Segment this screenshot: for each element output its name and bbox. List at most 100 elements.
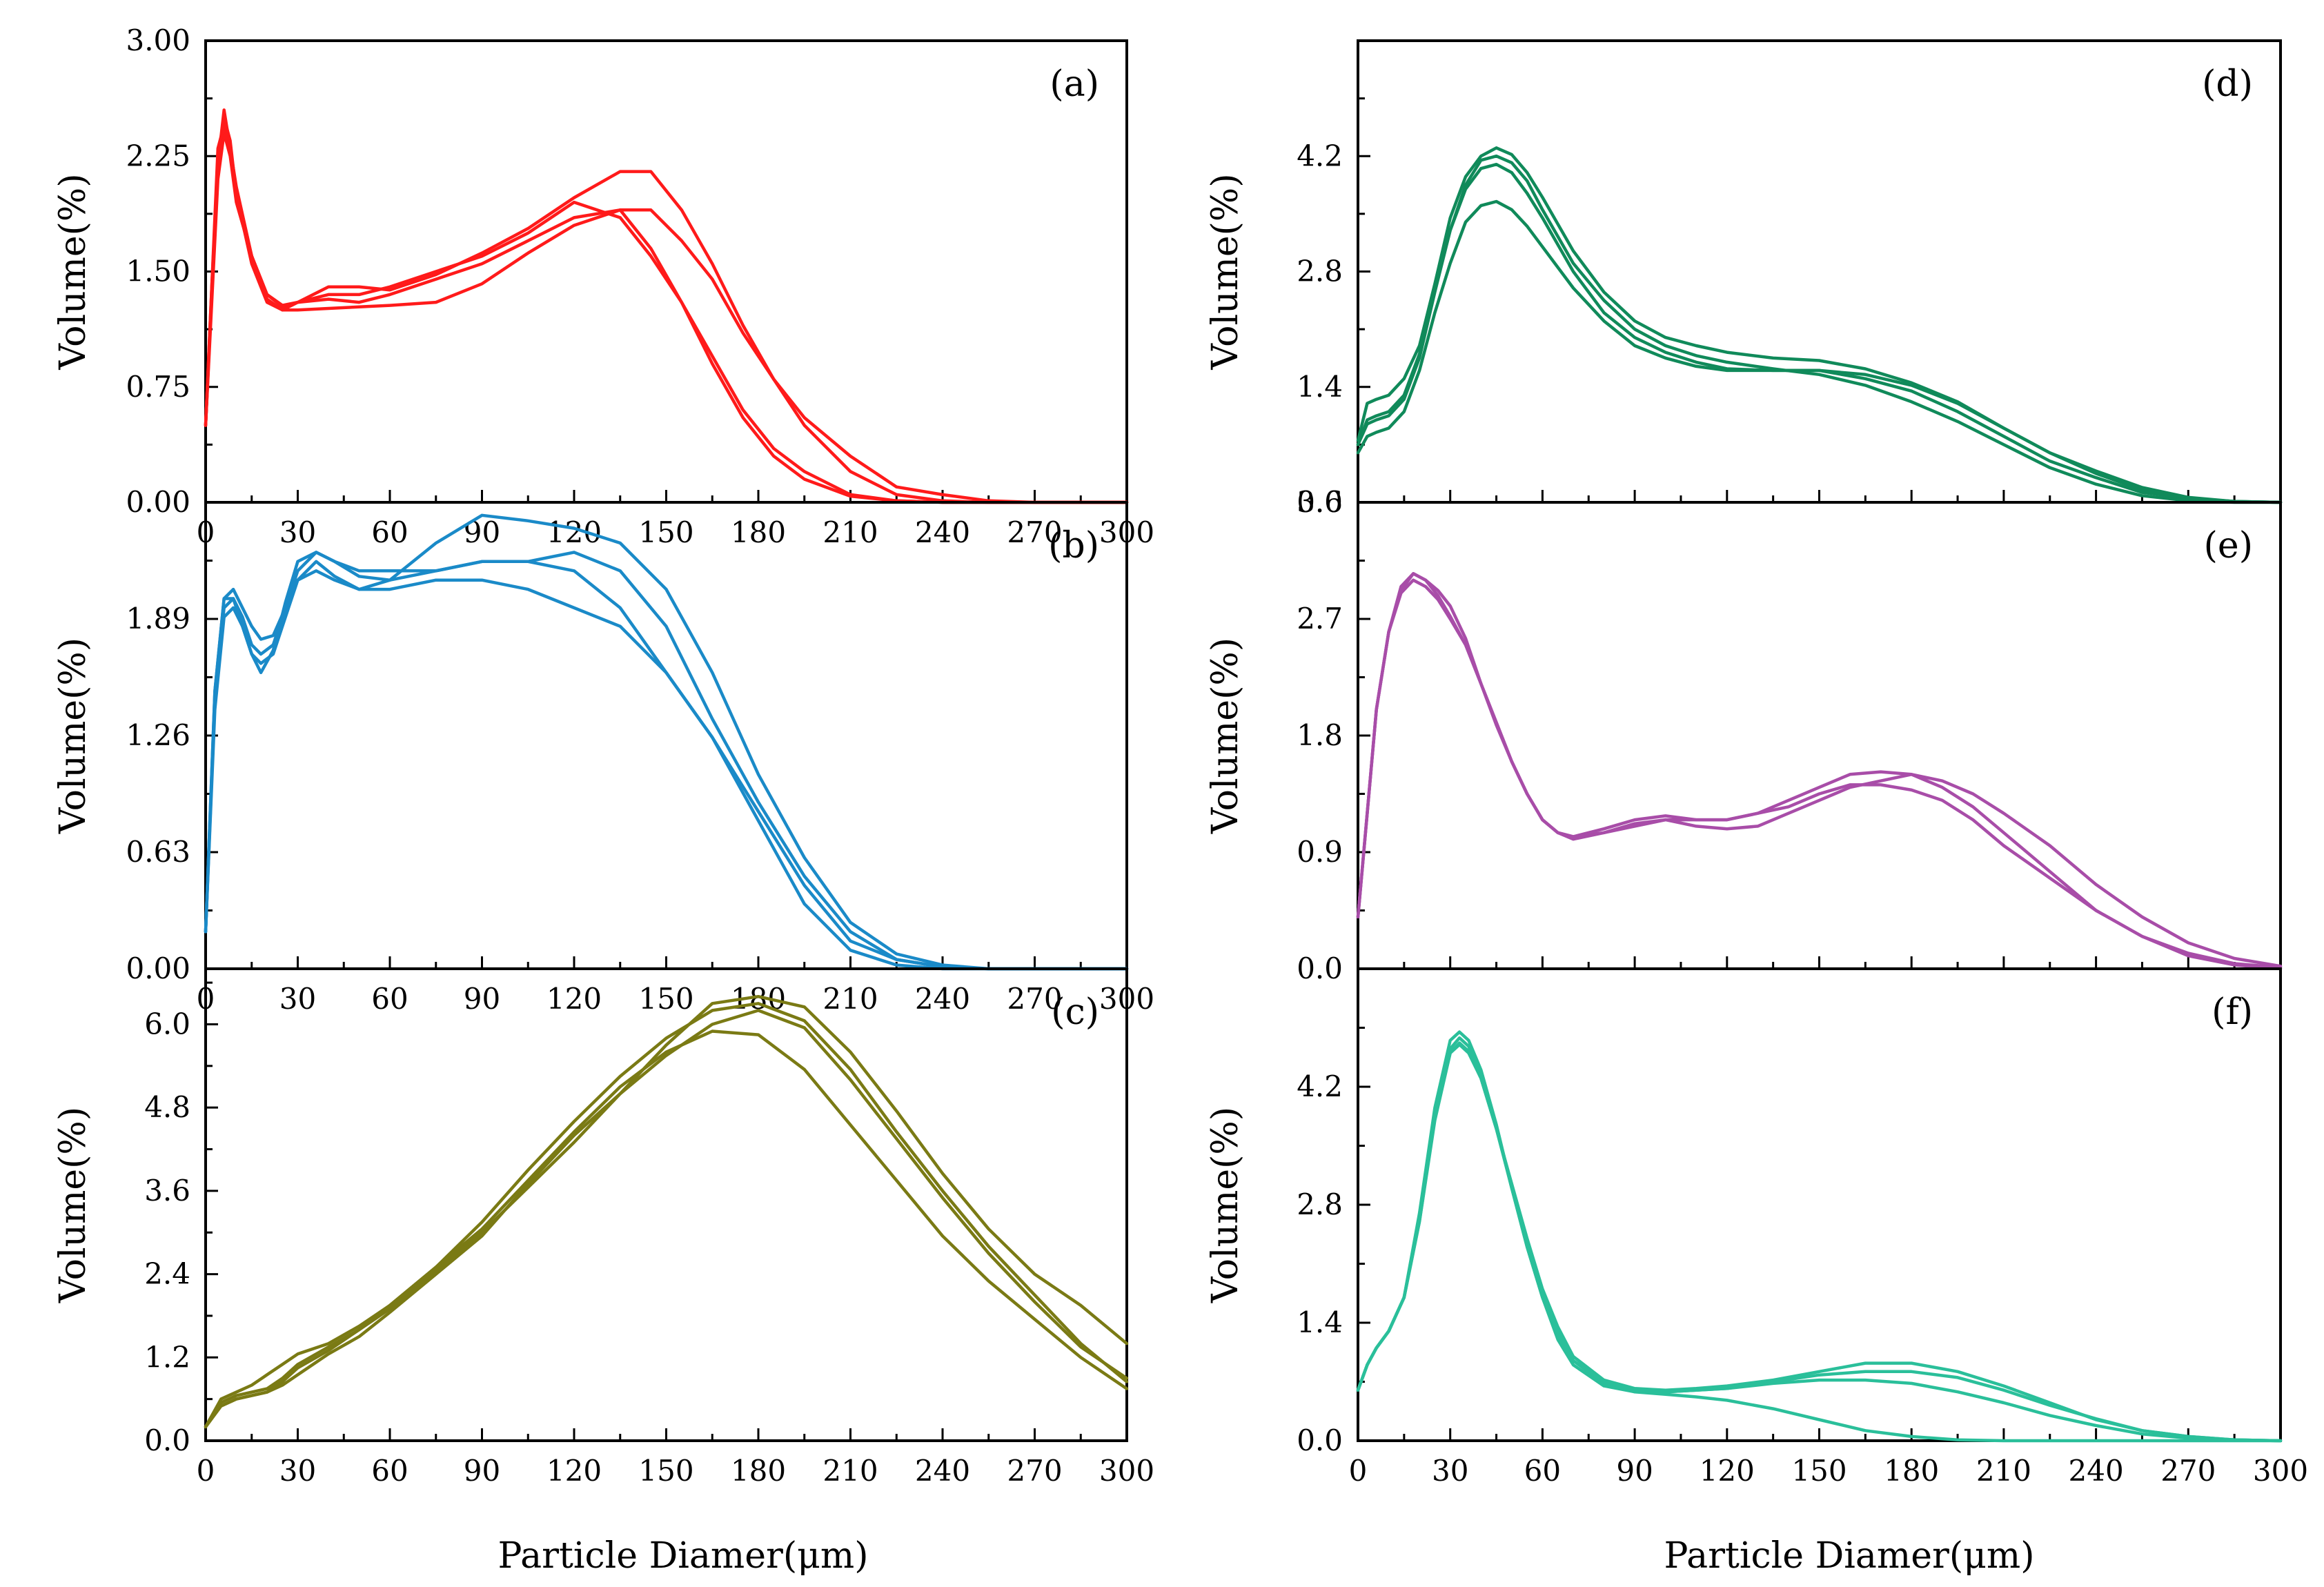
y-tick-label-c-2: 2.4 xyxy=(144,1257,190,1291)
x-tick-label-c-4: 120 xyxy=(546,1454,602,1488)
panel-label-e: (e) xyxy=(2204,525,2253,566)
panels: 0 30 60 90 120 150 180 210 240 270 3000.000.751.50… xyxy=(52,23,2308,1488)
x-tick-label-f-9: 270 xyxy=(2160,1454,2216,1488)
series-line-f4 xyxy=(1356,1036,2283,1443)
x-tick-label-a-5: 150 xyxy=(638,515,693,549)
x-tick-label-c-3: 90 xyxy=(464,1454,500,1488)
x-tick-label-a-2: 60 xyxy=(371,515,408,549)
y-tick-label-d-3: 4.2 xyxy=(1297,139,1343,172)
panel-label-f: (f) xyxy=(2212,992,2253,1033)
panel-e-frame xyxy=(1357,501,2282,970)
x-tick-label-a-3: 90 xyxy=(464,515,500,549)
series-line-a4 xyxy=(204,124,1129,504)
y-tick-label-f-1: 1.4 xyxy=(1297,1305,1343,1339)
series-line-d2 xyxy=(1356,162,2283,504)
series-line-d3 xyxy=(1356,146,2283,504)
series-line-e3 xyxy=(1356,572,2283,969)
x-axis-title-left: Particle Diamer(μm) xyxy=(498,1535,868,1577)
x-tick-label-f-3: 90 xyxy=(1616,1454,1653,1488)
y-tick-label-e-0: 0.0 xyxy=(1297,952,1343,985)
series-line-f2 xyxy=(1356,1030,2283,1443)
x-tick-label-a-9: 270 xyxy=(1007,515,1062,549)
series-line-b4 xyxy=(204,551,1129,971)
x-tick-label-a-7: 210 xyxy=(823,515,878,549)
series-line-c4 xyxy=(204,994,1129,1429)
x-tick-label-b-3: 90 xyxy=(464,982,500,1016)
series-line-a2 xyxy=(204,131,1129,504)
series-line-a1 xyxy=(204,116,1129,504)
series-line-c2 xyxy=(204,1002,1129,1429)
x-tick-label-f-10: 300 xyxy=(2253,1454,2308,1488)
panel-d-frame xyxy=(1357,39,2282,504)
panel-label-a: (a) xyxy=(1050,63,1099,105)
y-tick-label-c-1: 1.2 xyxy=(144,1340,190,1374)
y-tick-label-a-4: 3.00 xyxy=(126,23,190,57)
x-axis-title-right: Particle Diamer(μm) xyxy=(1664,1535,2034,1577)
panel-d: 0.0 1.4 2.8 4.2 Volume(%) (d) xyxy=(1205,39,2283,519)
x-tick-label-b-4: 120 xyxy=(546,982,602,1016)
series-line-c3 xyxy=(204,1009,1129,1429)
y-axis-title-f: Volume(%) xyxy=(1205,1107,1246,1303)
x-tick-label-c-8: 240 xyxy=(915,1454,970,1488)
y-tick-label-a-3: 2.25 xyxy=(126,139,190,172)
panel-f: 0 30 60 90 120 150 180 210 240 270 300 0.0 1.4 2.8 4.2… xyxy=(1205,967,2308,1488)
y-tick-label-b-1: 0.63 xyxy=(126,835,190,869)
y-tick-label-b-2: 1.26 xyxy=(126,718,190,752)
x-tick-label-b-5: 150 xyxy=(638,982,693,1016)
series-line-b2 xyxy=(204,551,1129,971)
x-tick-label-a-4: 120 xyxy=(546,515,602,549)
y-tick-label-e-3: 2.7 xyxy=(1297,602,1343,635)
x-tick-label-b-9: 270 xyxy=(1007,982,1062,1016)
y-tick-label-c-0: 0.0 xyxy=(144,1423,190,1457)
series-line-d4 xyxy=(1356,154,2283,504)
panel-e: 0.0 0.9 1.8 2.7 3.6 Volume(%) (e) xyxy=(1205,485,2283,985)
x-tick-label-b-2: 60 xyxy=(371,982,408,1016)
series-line-e2 xyxy=(1356,572,2283,968)
x-tick-label-c-0: 0 xyxy=(197,1454,215,1488)
y-tick-label-b-0: 0.00 xyxy=(126,952,190,985)
panel-b: 0 30 60 90 120 150 180 210 240 270 3000.000.631.26… xyxy=(52,501,1154,1016)
x-tick-label-f-4: 120 xyxy=(1700,1454,1755,1488)
y-tick-label-a-0: 0.00 xyxy=(126,485,190,519)
y-tick-label-c-5: 6.0 xyxy=(144,1007,190,1041)
x-tick-label-f-2: 60 xyxy=(1524,1454,1561,1488)
x-tick-label-c-10: 300 xyxy=(1099,1454,1154,1488)
y-tick-label-e-2: 1.8 xyxy=(1297,718,1343,752)
y-tick-label-a-2: 1.50 xyxy=(126,255,190,288)
series-line-a3 xyxy=(204,108,1129,504)
y-tick-label-f-3: 4.2 xyxy=(1297,1070,1343,1103)
x-tick-label-a-6: 180 xyxy=(731,515,786,549)
x-tick-label-c-5: 150 xyxy=(638,1454,693,1488)
y-tick-label-d-2: 2.8 xyxy=(1297,255,1343,288)
x-tick-label-f-0: 0 xyxy=(1349,1454,1368,1488)
y-tick-label-f-0: 0.0 xyxy=(1297,1423,1343,1457)
x-tick-label-f-5: 150 xyxy=(1791,1454,1847,1488)
series-line-b1 xyxy=(204,569,1129,971)
y-tick-label-d-0: 0.0 xyxy=(1297,485,1343,519)
x-tick-label-c-2: 60 xyxy=(371,1454,408,1488)
x-tick-label-f-8: 240 xyxy=(2069,1454,2124,1488)
x-tick-label-b-8: 240 xyxy=(915,982,970,1016)
y-tick-label-f-2: 2.8 xyxy=(1297,1187,1343,1221)
panel-b-frame xyxy=(204,501,1128,970)
y-axis-title-c: Volume(%) xyxy=(52,1107,94,1303)
series-line-d1 xyxy=(1356,199,2283,504)
panel-label-b: (b) xyxy=(1048,525,1099,566)
y-axis-title-e: Volume(%) xyxy=(1205,638,1246,834)
x-tick-label-c-9: 270 xyxy=(1007,1454,1062,1488)
panel-label-c: (c) xyxy=(1051,992,1099,1033)
x-tick-label-b-1: 30 xyxy=(279,982,316,1016)
panel-f-frame xyxy=(1357,967,2282,1442)
y-tick-label-b-3: 1.89 xyxy=(126,602,190,635)
y-axis-title-a: Volume(%) xyxy=(52,173,94,370)
x-tick-label-c-7: 210 xyxy=(823,1454,878,1488)
y-tick-label-c-4: 4.8 xyxy=(144,1090,190,1124)
panel-a: 0 30 60 90 120 150 180 210 240 270 3000.000.751.50… xyxy=(52,23,1154,549)
y-tick-label-c-3: 3.6 xyxy=(144,1174,190,1208)
x-tick-label-f-7: 210 xyxy=(1976,1454,2031,1488)
y-tick-label-d-1: 1.4 xyxy=(1297,370,1343,404)
panel-a-frame xyxy=(204,39,1128,504)
y-axis-title-d: Volume(%) xyxy=(1205,173,1246,370)
y-tick-label-e-4: 3.6 xyxy=(1297,485,1343,519)
